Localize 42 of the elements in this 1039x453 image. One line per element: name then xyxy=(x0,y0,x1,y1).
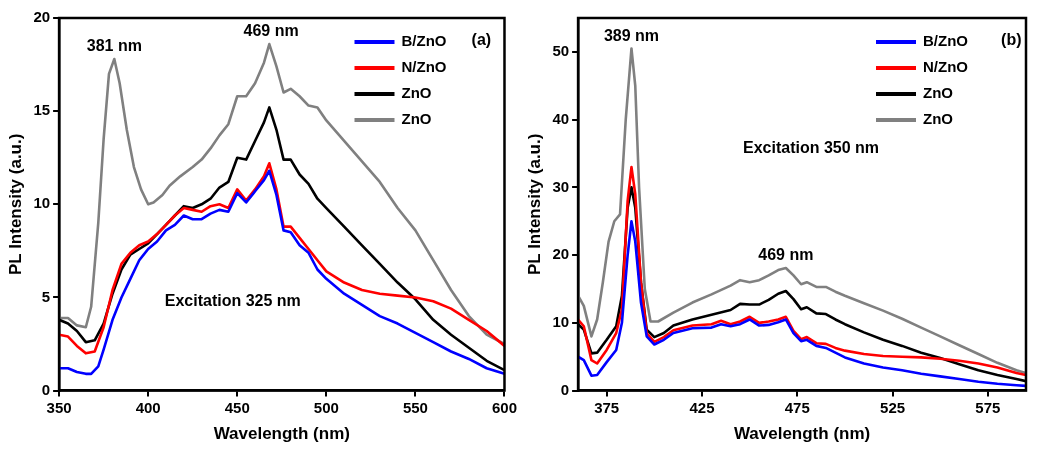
x-axis-title: Wavelength (nm) xyxy=(733,424,871,444)
x-tick-label: 600 xyxy=(491,398,517,416)
x-tick-label: 400 xyxy=(135,398,161,416)
annotation: (b) xyxy=(1001,30,1022,48)
legend-label: ZnO xyxy=(923,110,954,128)
legend-label: N/ZnO xyxy=(923,58,969,76)
annotation: 469 nm xyxy=(243,22,299,40)
y-tick-label: 20 xyxy=(552,245,570,263)
x-tick-label: 575 xyxy=(975,398,1001,416)
y-axis-title: PL Intensity (a.u.) xyxy=(5,133,25,275)
annotation: 389 nm xyxy=(603,26,660,44)
x-tick-label: 475 xyxy=(784,398,810,416)
x-tick-label: 550 xyxy=(402,398,428,416)
y-tick-label: 10 xyxy=(552,313,570,330)
legend-label: B/ZnO xyxy=(401,32,447,50)
y-tick-label: 15 xyxy=(33,101,51,119)
legend-label: ZnO xyxy=(401,110,432,128)
y-tick-label: 20 xyxy=(33,8,51,26)
x-tick-label: 425 xyxy=(689,398,715,416)
legend-label: ZnO xyxy=(923,84,954,102)
y-tick-label: 40 xyxy=(552,109,570,127)
annotation: Excitation 350 nm xyxy=(742,138,880,156)
y-tick-label: 10 xyxy=(33,194,51,212)
x-tick-label: 525 xyxy=(880,398,906,416)
y-tick-label: 0 xyxy=(41,380,51,398)
annotation: 381 nm xyxy=(86,37,142,55)
annotation: (a) xyxy=(471,30,492,48)
x-tick-label: 350 xyxy=(46,398,72,416)
legend-label: N/ZnO xyxy=(401,58,447,76)
y-tick-label: 30 xyxy=(552,177,570,195)
annotation: 469 nm xyxy=(758,246,814,264)
x-tick-label: 500 xyxy=(313,398,339,416)
y-tick-label: 0 xyxy=(560,380,570,398)
annotation: Excitation 325 nm xyxy=(164,291,301,309)
x-tick-label: 450 xyxy=(224,398,250,416)
legend-label: B/ZnO xyxy=(923,32,969,50)
legend-label: ZnO xyxy=(401,84,432,102)
y-tick-label: 50 xyxy=(552,42,570,60)
y-axis-title: PL Intensity (a.u.) xyxy=(524,133,544,275)
x-axis-title: Wavelength (nm) xyxy=(213,424,350,444)
x-tick-label: 375 xyxy=(594,398,620,416)
y-tick-label: 5 xyxy=(41,287,51,305)
